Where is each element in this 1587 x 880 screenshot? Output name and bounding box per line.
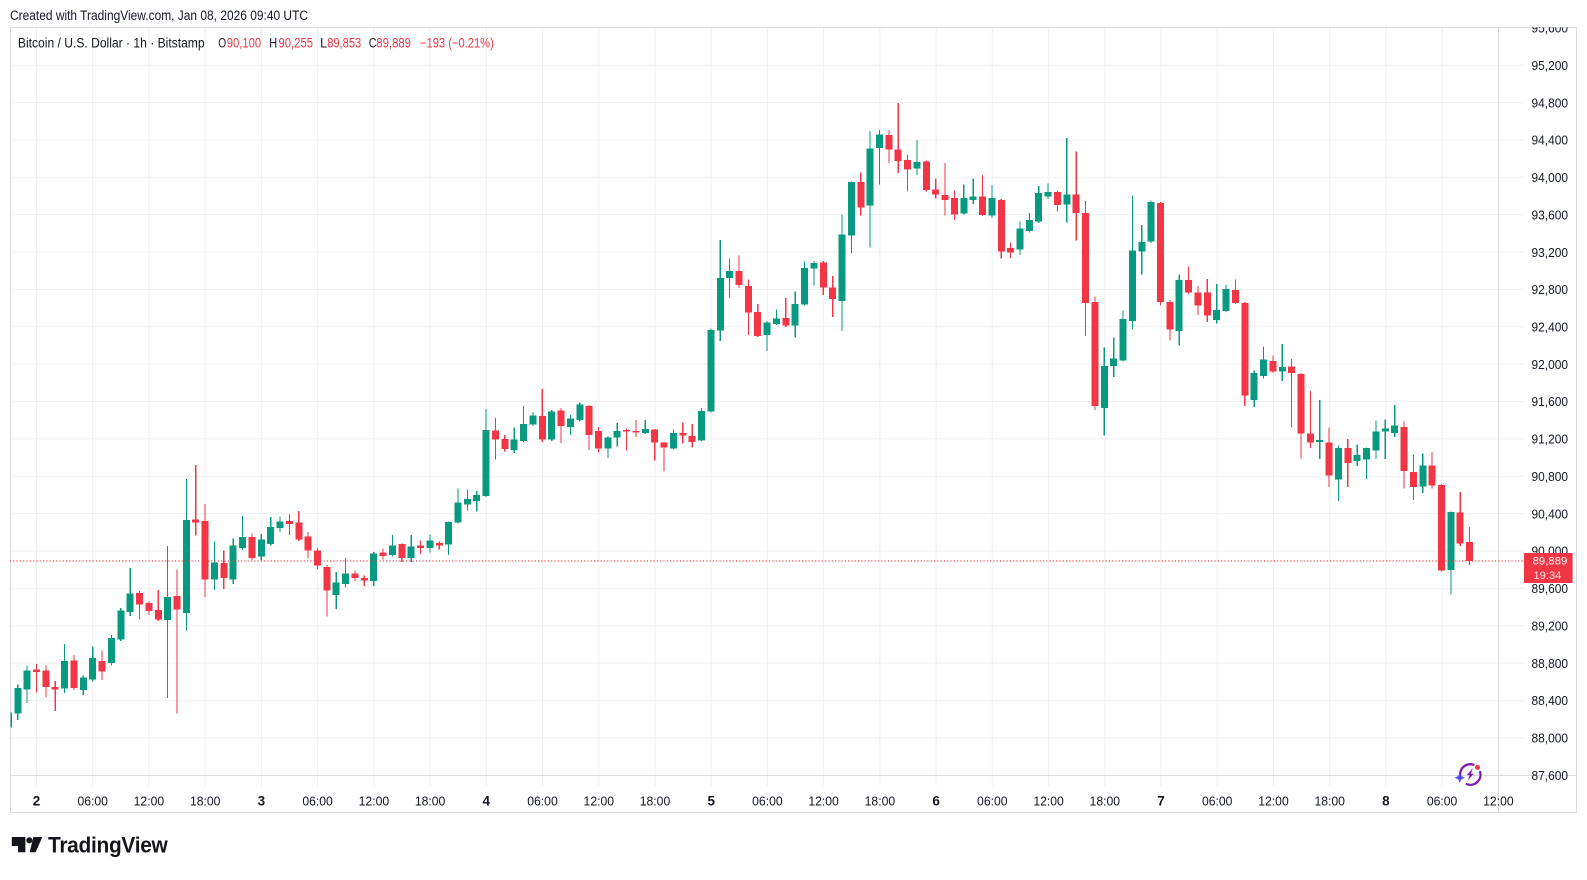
svg-text:12:00: 12:00 [1258, 793, 1289, 808]
svg-text:12:00: 12:00 [359, 793, 390, 808]
svg-text:12:00: 12:00 [1033, 793, 1064, 808]
svg-text:19:34: 19:34 [1534, 570, 1562, 582]
svg-text:89,600: 89,600 [1532, 581, 1569, 596]
svg-text:2: 2 [33, 793, 41, 808]
svg-text:18:00: 18:00 [865, 793, 896, 808]
svg-text:18:00: 18:00 [415, 793, 446, 808]
svg-text:92,400: 92,400 [1532, 320, 1569, 335]
svg-text:90,400: 90,400 [1532, 506, 1569, 521]
svg-text:18:00: 18:00 [1314, 793, 1345, 808]
svg-text:5: 5 [707, 793, 715, 808]
svg-text:90,255: 90,255 [279, 36, 314, 51]
svg-text:06:00: 06:00 [302, 793, 333, 808]
svg-text:89,889: 89,889 [1533, 556, 1568, 568]
svg-text:95,200: 95,200 [1532, 58, 1569, 73]
svg-text:94,000: 94,000 [1532, 170, 1569, 185]
svg-text:88,400: 88,400 [1532, 693, 1569, 708]
svg-text:93,600: 93,600 [1532, 207, 1569, 222]
svg-text:91,200: 91,200 [1532, 432, 1569, 447]
svg-text:95,600: 95,600 [1532, 21, 1569, 36]
svg-text:92,800: 92,800 [1532, 282, 1569, 297]
svg-text:7: 7 [1157, 793, 1165, 808]
svg-text:Bitcoin / U.S. Dollar · 1h · B: Bitcoin / U.S. Dollar · 1h · Bitstamp [18, 36, 205, 51]
svg-text:18:00: 18:00 [190, 793, 221, 808]
svg-text:3: 3 [258, 793, 266, 808]
svg-text:89,889: 89,889 [376, 36, 411, 51]
svg-text:18:00: 18:00 [1090, 793, 1121, 808]
svg-text:6: 6 [932, 793, 940, 808]
svg-text:93,200: 93,200 [1532, 245, 1569, 260]
svg-text:92,000: 92,000 [1532, 357, 1569, 372]
svg-text:94,400: 94,400 [1532, 133, 1569, 148]
svg-text:12:00: 12:00 [134, 793, 165, 808]
svg-text:06:00: 06:00 [977, 793, 1008, 808]
svg-text:89,853: 89,853 [327, 36, 361, 51]
svg-text:Created with TradingView.com,: Created with TradingView.com, Jan 08, 20… [10, 8, 308, 23]
svg-text:L: L [320, 36, 327, 51]
svg-text:4: 4 [483, 793, 491, 808]
svg-text:06:00: 06:00 [1202, 793, 1233, 808]
svg-text:06:00: 06:00 [752, 793, 783, 808]
svg-text:12:00: 12:00 [1483, 793, 1514, 808]
svg-text:TradingView: TradingView [48, 833, 169, 858]
svg-text:88,000: 88,000 [1532, 731, 1569, 746]
svg-text:88,800: 88,800 [1532, 656, 1569, 671]
svg-text:H: H [269, 36, 277, 51]
svg-text:89,200: 89,200 [1532, 618, 1569, 633]
svg-text:90,800: 90,800 [1532, 469, 1569, 484]
svg-text:91,600: 91,600 [1532, 394, 1569, 409]
svg-text:−193 (−0.21%): −193 (−0.21%) [420, 36, 494, 51]
svg-text:12:00: 12:00 [584, 793, 615, 808]
svg-text:O: O [218, 36, 226, 51]
svg-text:06:00: 06:00 [1427, 793, 1458, 808]
svg-text:90,100: 90,100 [227, 36, 261, 51]
svg-text:06:00: 06:00 [77, 793, 108, 808]
svg-text:12:00: 12:00 [808, 793, 839, 808]
svg-text:18:00: 18:00 [640, 793, 671, 808]
svg-text:06:00: 06:00 [527, 793, 558, 808]
svg-text:87,600: 87,600 [1532, 768, 1569, 783]
svg-text:C: C [369, 36, 377, 51]
svg-text:8: 8 [1382, 793, 1390, 808]
svg-text:94,800: 94,800 [1532, 95, 1569, 110]
